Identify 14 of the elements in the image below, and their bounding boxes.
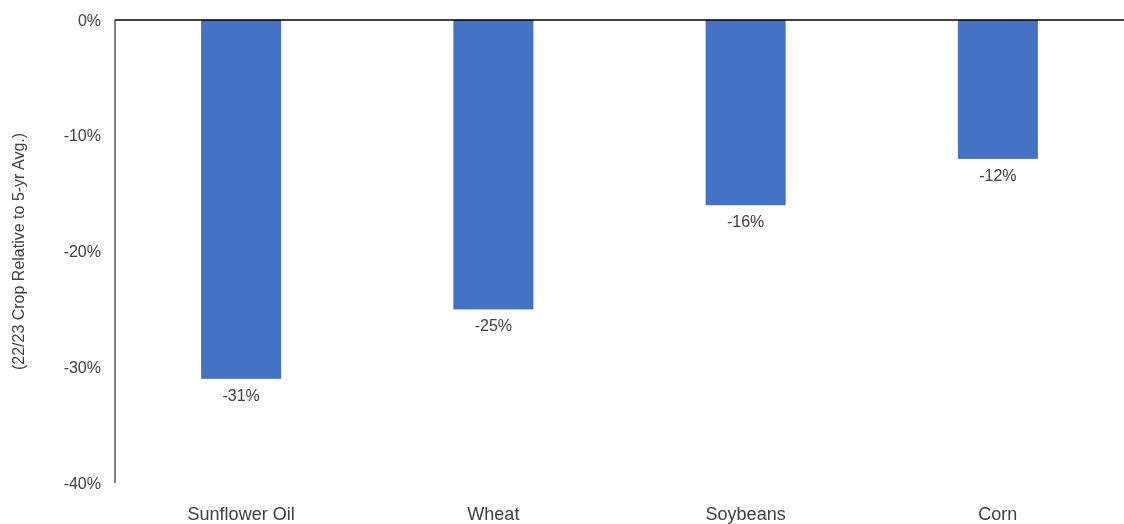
- y-axis-title: (22/23 Crop Relative to 5-yr Avg.): [10, 132, 27, 371]
- x-tick-label: Soybeans: [705, 504, 786, 524]
- data-label: -12%: [979, 166, 1017, 184]
- y-tick-label: -20%: [63, 243, 101, 261]
- y-tick-label: -40%: [63, 474, 101, 492]
- y-tick-label: 0%: [77, 11, 101, 29]
- x-tick-label: Sunflower Oil: [187, 504, 295, 524]
- x-tick-label: Wheat: [467, 504, 520, 524]
- y-tick-label: -30%: [63, 358, 101, 376]
- data-label: -16%: [726, 213, 765, 231]
- data-label: -25%: [474, 317, 513, 335]
- x-tick-label: Corn: [978, 504, 1018, 524]
- y-tick-label: -10%: [63, 127, 101, 145]
- data-label: -31%: [222, 386, 260, 404]
